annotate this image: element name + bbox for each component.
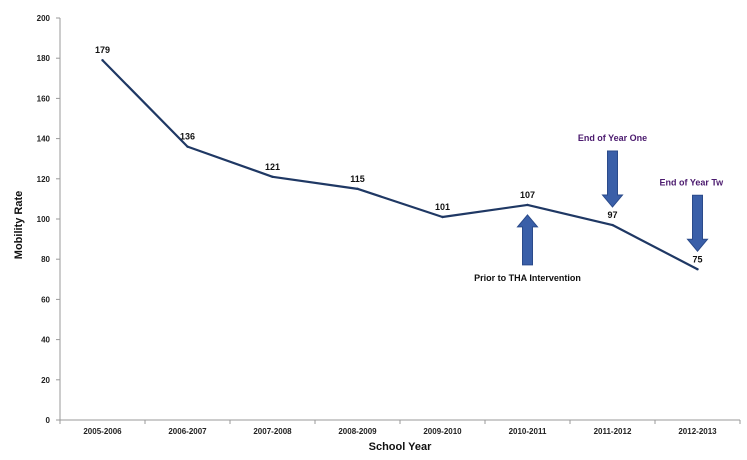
y-tick-label: 80 [41,255,50,264]
annotation-label: End of Year Tw [660,177,725,187]
y-tick-label: 180 [37,54,51,63]
down-arrow-icon [601,150,624,208]
x-tick-label: 2009-2010 [423,427,462,436]
data-point [526,203,529,207]
data-label: 101 [435,202,450,212]
y-tick-label: 20 [41,376,50,385]
y-tick-label: 140 [37,135,51,144]
y-tick-label: 200 [37,14,51,23]
data-label: 136 [180,132,195,142]
data-point [356,187,359,191]
y-axis-title: Mobility Rate [13,191,25,259]
up-arrow-icon [516,214,539,266]
y-tick-label: 40 [41,336,50,345]
y-axis: 0 20 40 60 80 100 120 140 160 180 200 [37,14,61,425]
y-tick-label: 100 [37,215,51,224]
x-tick-label: 2011-2012 [594,427,632,436]
x-tick-label: 2005-2006 [83,427,122,436]
data-label: 107 [520,190,535,200]
x-tick-label: 2012-2013 [678,427,717,436]
data-label: 179 [95,45,110,55]
data-label: 121 [265,162,280,172]
annotations: Prior to THA Intervention End of Year One… [474,133,724,283]
x-axis: 2005-2006 2006-2007 2007-2008 2008-2009 2009… [59,419,741,436]
data-label: 115 [350,174,365,184]
data-labels: 179 136 121 115 101 107 97 75 [95,45,703,264]
annotation-label: End of Year One [578,133,647,143]
data-point [696,268,699,271]
x-tick-label: 2007-2008 [253,427,292,436]
series-group [101,59,699,271]
annotation-label: Prior to THA Intervention [474,273,581,283]
x-tick-label: 2006-2007 [168,427,207,436]
series-line [101,59,699,271]
data-label: 97 [607,210,617,220]
y-tick-label: 120 [37,175,51,184]
x-axis-title: School Year [369,441,432,453]
y-tick-label: 60 [41,295,50,304]
data-point [441,215,444,219]
data-point [186,145,189,148]
x-tick-label: 2008-2009 [338,427,377,436]
data-point [101,59,104,62]
x-tick-label: 2010-2011 [509,427,547,436]
y-tick-label: 0 [46,416,51,425]
down-arrow-icon [686,194,709,253]
data-point [611,223,614,227]
data-label: 75 [692,254,702,264]
data-point [271,175,274,178]
y-tick-label: 160 [37,94,51,103]
